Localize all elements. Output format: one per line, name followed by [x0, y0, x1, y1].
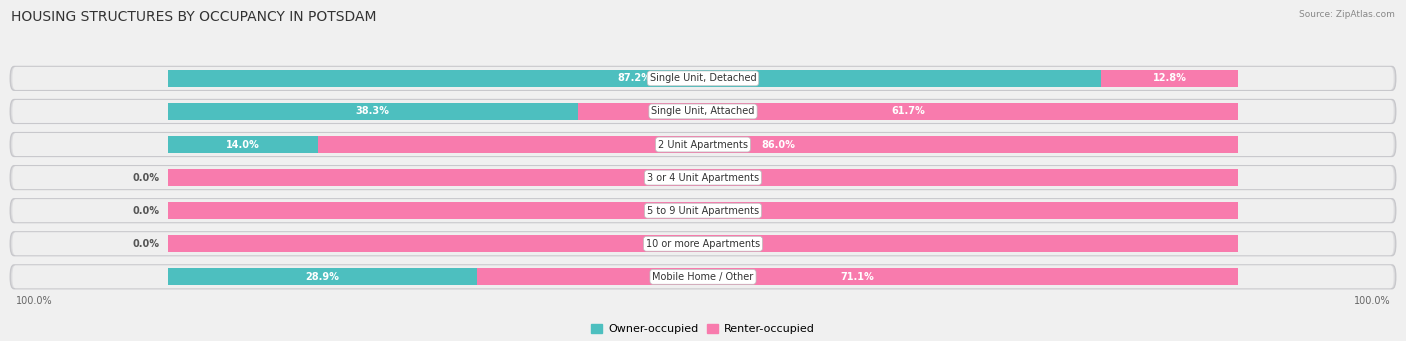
FancyBboxPatch shape	[13, 166, 1393, 189]
FancyBboxPatch shape	[10, 166, 1396, 190]
Text: 14.0%: 14.0%	[226, 139, 260, 149]
Text: 5 to 9 Unit Apartments: 5 to 9 Unit Apartments	[647, 206, 759, 216]
Text: 12.8%: 12.8%	[1153, 73, 1187, 83]
Text: 0.0%: 0.0%	[132, 173, 159, 182]
FancyBboxPatch shape	[13, 265, 1393, 288]
Bar	[167, 169, 1239, 186]
Text: 86.0%: 86.0%	[761, 139, 794, 149]
Bar	[167, 103, 578, 120]
Bar	[1101, 70, 1239, 87]
Bar	[318, 136, 1239, 153]
FancyBboxPatch shape	[10, 133, 1396, 157]
Text: 0.0%: 0.0%	[132, 206, 159, 216]
Bar	[167, 235, 1239, 252]
FancyBboxPatch shape	[10, 232, 1396, 256]
Text: 87.2%: 87.2%	[617, 73, 651, 83]
Bar	[167, 268, 477, 285]
Legend: Owner-occupied, Renter-occupied: Owner-occupied, Renter-occupied	[586, 320, 820, 339]
Text: Single Unit, Detached: Single Unit, Detached	[650, 73, 756, 83]
FancyBboxPatch shape	[10, 265, 1396, 289]
FancyBboxPatch shape	[10, 100, 1396, 123]
Text: 100.0%: 100.0%	[15, 296, 52, 306]
Bar	[167, 136, 318, 153]
Text: Source: ZipAtlas.com: Source: ZipAtlas.com	[1299, 10, 1395, 19]
Text: 28.9%: 28.9%	[305, 272, 339, 282]
FancyBboxPatch shape	[10, 66, 1396, 90]
FancyBboxPatch shape	[13, 199, 1393, 222]
FancyBboxPatch shape	[13, 232, 1393, 255]
Text: Mobile Home / Other: Mobile Home / Other	[652, 272, 754, 282]
Text: 100.0%: 100.0%	[683, 239, 723, 249]
Text: 0.0%: 0.0%	[132, 239, 159, 249]
Text: 38.3%: 38.3%	[356, 106, 389, 116]
Text: 71.1%: 71.1%	[841, 272, 875, 282]
FancyBboxPatch shape	[13, 133, 1393, 156]
Text: Single Unit, Attached: Single Unit, Attached	[651, 106, 755, 116]
Bar	[167, 202, 1239, 219]
Bar	[578, 103, 1239, 120]
Text: 100.0%: 100.0%	[1354, 296, 1391, 306]
Bar	[167, 70, 1101, 87]
Text: 100.0%: 100.0%	[683, 173, 723, 182]
Text: 3 or 4 Unit Apartments: 3 or 4 Unit Apartments	[647, 173, 759, 182]
FancyBboxPatch shape	[13, 67, 1393, 90]
Text: 100.0%: 100.0%	[683, 206, 723, 216]
Text: 10 or more Apartments: 10 or more Apartments	[645, 239, 761, 249]
Text: HOUSING STRUCTURES BY OCCUPANCY IN POTSDAM: HOUSING STRUCTURES BY OCCUPANCY IN POTSD…	[11, 10, 377, 24]
Text: 61.7%: 61.7%	[891, 106, 925, 116]
Bar	[477, 268, 1239, 285]
FancyBboxPatch shape	[13, 100, 1393, 123]
Text: 2 Unit Apartments: 2 Unit Apartments	[658, 139, 748, 149]
FancyBboxPatch shape	[10, 199, 1396, 223]
